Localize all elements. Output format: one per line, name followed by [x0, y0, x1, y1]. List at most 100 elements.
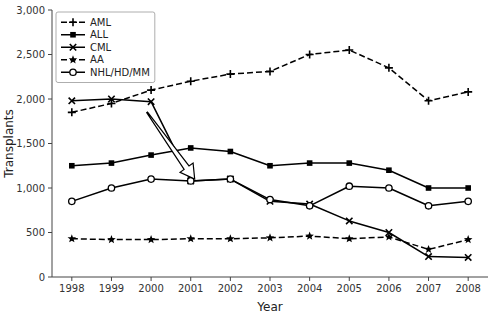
point [386, 185, 392, 191]
legend-label: AA [90, 54, 104, 65]
point [346, 160, 352, 166]
line [72, 148, 468, 188]
point [186, 234, 195, 242]
point [425, 97, 433, 105]
arrow [147, 112, 195, 179]
x-tick [388, 277, 389, 281]
legend-marker [70, 44, 76, 50]
x-tick [190, 277, 191, 281]
series [69, 96, 472, 261]
y-tick-label: 1,500 [16, 138, 45, 149]
point [69, 198, 75, 204]
point [346, 218, 352, 224]
x-tick-label: 2002 [218, 283, 243, 294]
point [108, 96, 114, 102]
y-tick-label: 500 [26, 227, 45, 238]
point [148, 176, 154, 182]
y-tick [48, 188, 52, 189]
point [228, 149, 234, 155]
point [148, 98, 154, 104]
x-tick [468, 277, 469, 281]
point [385, 64, 393, 72]
point [385, 232, 394, 240]
x-tick-label: 1999 [99, 283, 124, 294]
point [386, 167, 392, 173]
y-axis-label: Transplants [2, 109, 16, 179]
point [346, 183, 352, 189]
point [226, 234, 235, 242]
point [107, 99, 115, 107]
legend-label: AML [90, 17, 111, 28]
point [305, 232, 314, 240]
point [148, 152, 154, 158]
point [267, 163, 273, 169]
x-tick [309, 277, 310, 281]
axes: 1998 1999 2000 2001 2002 2003 2004 2005 2006 2007… [16, 5, 488, 295]
legend-label: ALL [90, 29, 108, 40]
x-tick-label: 1998 [59, 283, 84, 294]
x-tick-label: 2006 [376, 283, 401, 294]
point [426, 185, 432, 191]
point [226, 70, 234, 78]
point [306, 51, 314, 59]
point [266, 67, 274, 75]
legend-marker [70, 32, 76, 38]
y-tick [48, 143, 52, 144]
point [187, 77, 195, 85]
x-tick-label: 2005 [337, 283, 362, 294]
y-tick-label: 2,000 [16, 94, 45, 105]
x-tick-label: 2007 [416, 283, 441, 294]
x-tick [230, 277, 231, 281]
series [68, 232, 473, 253]
x-tick-label: 2004 [297, 283, 322, 294]
point [345, 234, 354, 242]
legend-label: CML [90, 42, 112, 53]
x-tick-label: 2003 [257, 283, 282, 294]
x-tick [71, 277, 72, 281]
x-tick-label: 2008 [455, 283, 480, 294]
point [345, 46, 353, 54]
point [68, 108, 76, 116]
point [425, 203, 431, 209]
y-tick [48, 277, 52, 278]
point [464, 88, 472, 96]
point [147, 235, 156, 243]
point [108, 185, 114, 191]
point [425, 253, 431, 259]
legend-marker [69, 18, 77, 26]
point [227, 176, 233, 182]
y-tick-label: 1,000 [16, 183, 45, 194]
point [69, 163, 75, 169]
chart: 1998 1999 2000 2001 2002 2003 2004 2005 2006 2007… [0, 0, 500, 317]
y-tick [48, 10, 52, 11]
line [72, 99, 468, 257]
legend-marker [70, 69, 76, 75]
legend-marker [69, 55, 78, 63]
point [464, 235, 473, 243]
point [465, 185, 471, 191]
point [107, 235, 116, 243]
point [69, 98, 75, 104]
x-tick-label: 2001 [178, 283, 203, 294]
point [266, 233, 275, 241]
point [109, 160, 115, 166]
x-axis-label: Year [256, 300, 282, 314]
x-tick [151, 277, 152, 281]
series [69, 176, 472, 209]
x-tick-label: 2000 [138, 283, 163, 294]
point [267, 196, 273, 202]
y-tick [48, 54, 52, 55]
y-tick [48, 99, 52, 100]
legend-label: NHL/HD/MM [90, 67, 150, 78]
point [307, 160, 313, 166]
point [147, 86, 155, 94]
legend: AMLALL CMLAA NHL/HD/MM [56, 12, 155, 83]
point [306, 203, 312, 209]
y-tick-label: 3,000 [16, 5, 45, 16]
line [72, 179, 468, 206]
y-tick-label: 2,500 [16, 49, 45, 60]
point [227, 176, 233, 182]
x-tick [428, 277, 429, 281]
x-tick [270, 277, 271, 281]
x-tick [111, 277, 112, 281]
